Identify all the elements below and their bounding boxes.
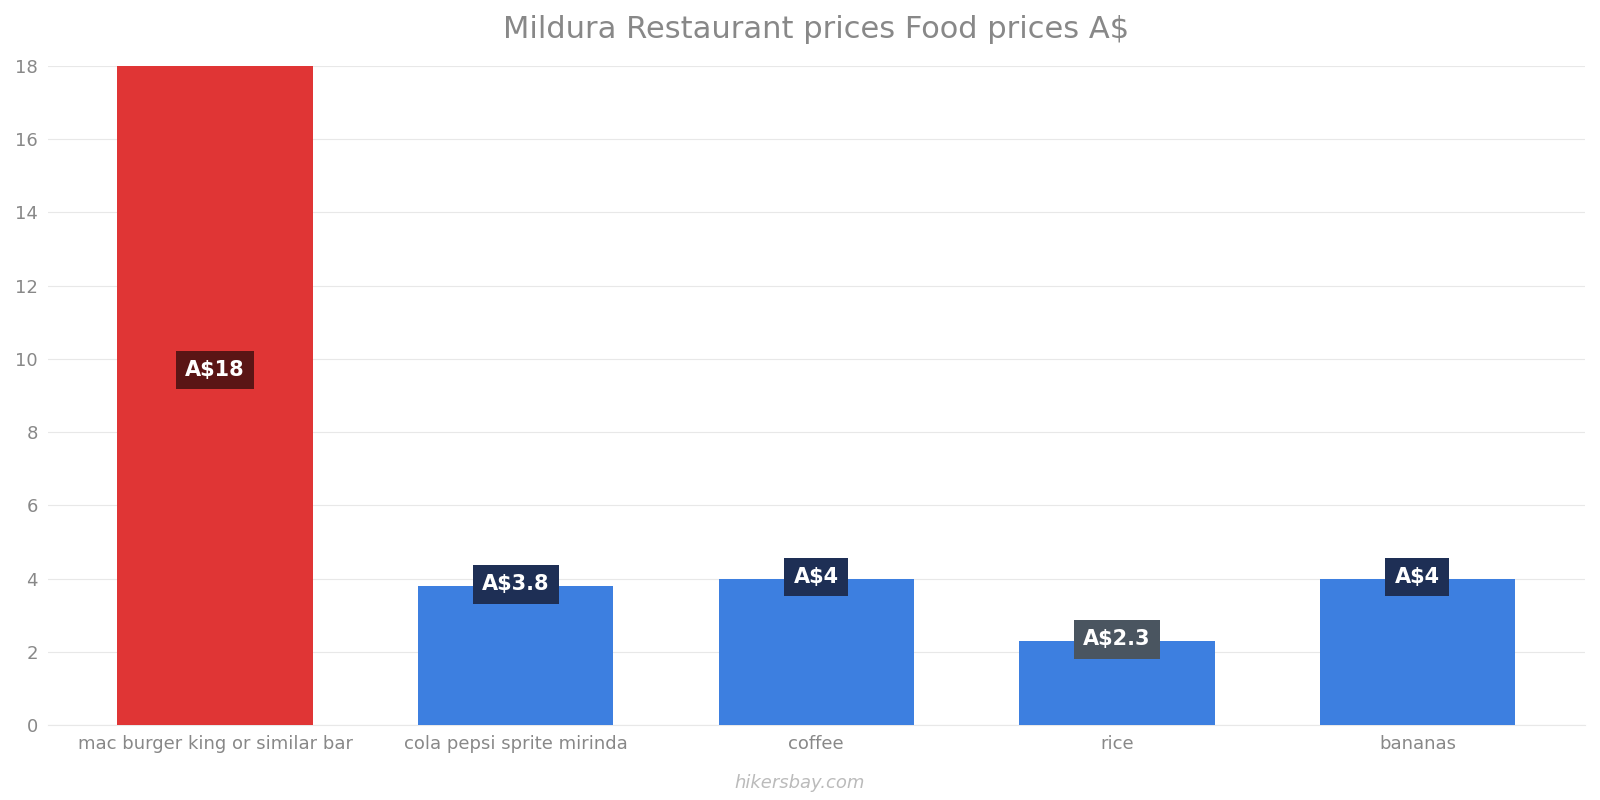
- Bar: [1019, 641, 1214, 726]
- Text: A$3.8: A$3.8: [482, 574, 549, 594]
- Bar: [117, 66, 314, 726]
- Text: A$4: A$4: [794, 567, 838, 587]
- Bar: [718, 578, 914, 726]
- Text: A$4: A$4: [1395, 567, 1440, 587]
- Text: A$2.3: A$2.3: [1083, 629, 1150, 649]
- Text: A$18: A$18: [186, 360, 245, 380]
- Text: hikersbay.com: hikersbay.com: [734, 774, 866, 792]
- Bar: [1320, 578, 1515, 726]
- Title: Mildura Restaurant prices Food prices A$: Mildura Restaurant prices Food prices A$: [504, 15, 1130, 44]
- Bar: [418, 586, 613, 726]
